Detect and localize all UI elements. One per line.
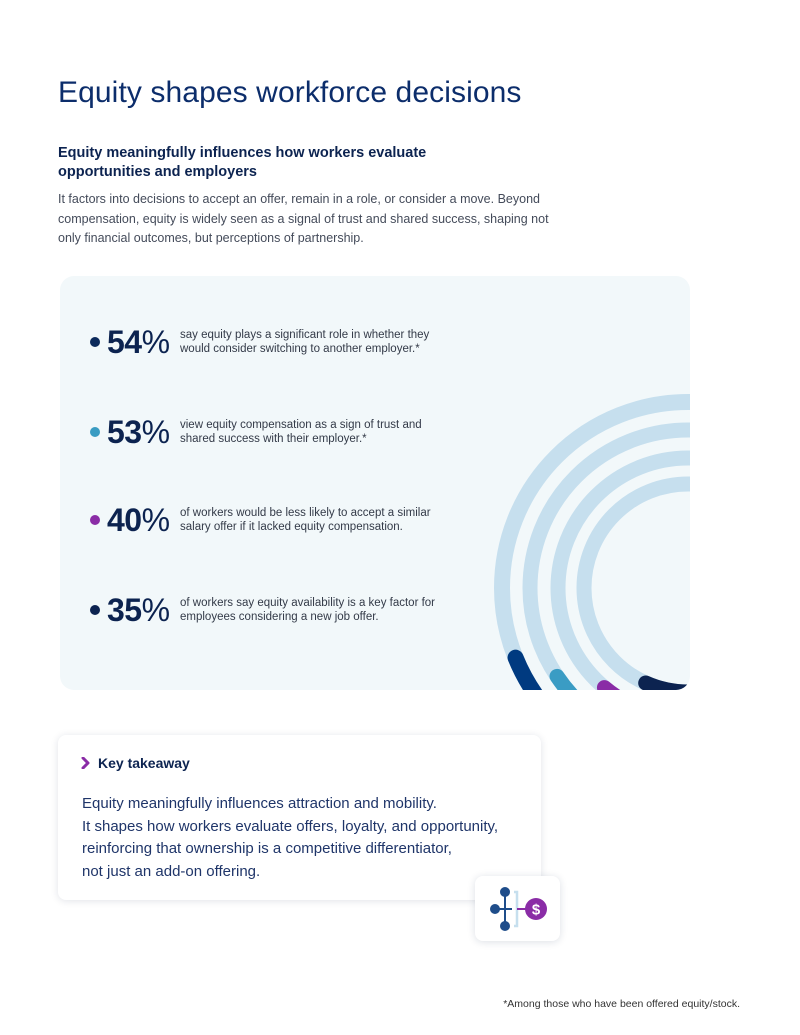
section-subtitle: Equity meaningfully influences how worke… — [58, 145, 427, 180]
stat-row: 40% of workers would be less likely to a… — [90, 500, 450, 540]
concentric-rings-graphic — [494, 394, 690, 690]
stat-value: 35 — [107, 592, 142, 628]
stat-percentage: 53% — [107, 416, 177, 448]
stat-description: view equity compensation as a sign of tr… — [180, 419, 422, 445]
takeaway-text: Equity meaningfully influences attractio… — [82, 793, 532, 883]
ring-arc-35pct — [638, 675, 690, 690]
intro-paragraph: It factors into decisions to accept an o… — [58, 192, 549, 245]
stat-unit: % — [141, 324, 171, 360]
takeaway-label: Key takeaway — [98, 755, 190, 771]
stat-percentage: 40% — [107, 504, 177, 536]
equity-icon-card: $ — [475, 876, 560, 941]
bullet-dot-icon — [90, 427, 100, 437]
stat-percentage: 54% — [107, 326, 177, 358]
takeaway-header: Key takeaway — [81, 755, 190, 771]
stat-value: 53 — [107, 414, 142, 450]
stat-value: 54 — [107, 324, 142, 360]
stat-unit: % — [141, 502, 171, 538]
ring-track — [522, 422, 690, 690]
footnote: *Among those who have been offered equit… — [503, 998, 740, 1010]
ring-track — [494, 394, 690, 690]
takeaway-line: It shapes how workers evaluate offers, l… — [82, 817, 499, 835]
stat-description: say equity plays a significant role in w… — [180, 329, 430, 355]
page-title: Equity shapes workforce decisions — [58, 76, 522, 109]
takeaway-line: not just an add-on offering. — [82, 862, 261, 880]
bullet-dot-icon — [90, 605, 100, 615]
stat-value: 40 — [107, 502, 142, 538]
stat-description: of workers say equity availability is a … — [180, 597, 436, 623]
stat-unit: % — [141, 592, 171, 628]
ring-arc-54pct — [507, 649, 543, 690]
stat-percentage: 35% — [107, 594, 177, 626]
stats-panel: 54% say equity plays a significant role … — [60, 276, 690, 690]
bullet-dot-icon — [90, 515, 100, 525]
stat-row: 54% say equity plays a significant role … — [90, 322, 450, 362]
takeaway-line: Equity meaningfully influences attractio… — [82, 795, 437, 812]
equity-network-dollar-icon: $ — [490, 887, 547, 931]
takeaway-line: reinforcing that ownership is a competit… — [82, 840, 452, 857]
ring-track — [550, 450, 690, 690]
stat-row: 35% of workers say equity availability i… — [90, 590, 450, 630]
stat-description: of workers would be less likely to accep… — [180, 507, 431, 533]
stat-row: 53% view equity compensation as a sign o… — [90, 412, 450, 452]
bullet-dot-icon — [90, 337, 100, 347]
chevron-right-icon — [81, 757, 90, 769]
svg-text:$: $ — [532, 902, 541, 919]
ring-track — [576, 476, 690, 690]
stat-unit: % — [141, 414, 171, 450]
key-takeaway-card: Key takeaway Equity meaningfully influen… — [58, 735, 541, 900]
